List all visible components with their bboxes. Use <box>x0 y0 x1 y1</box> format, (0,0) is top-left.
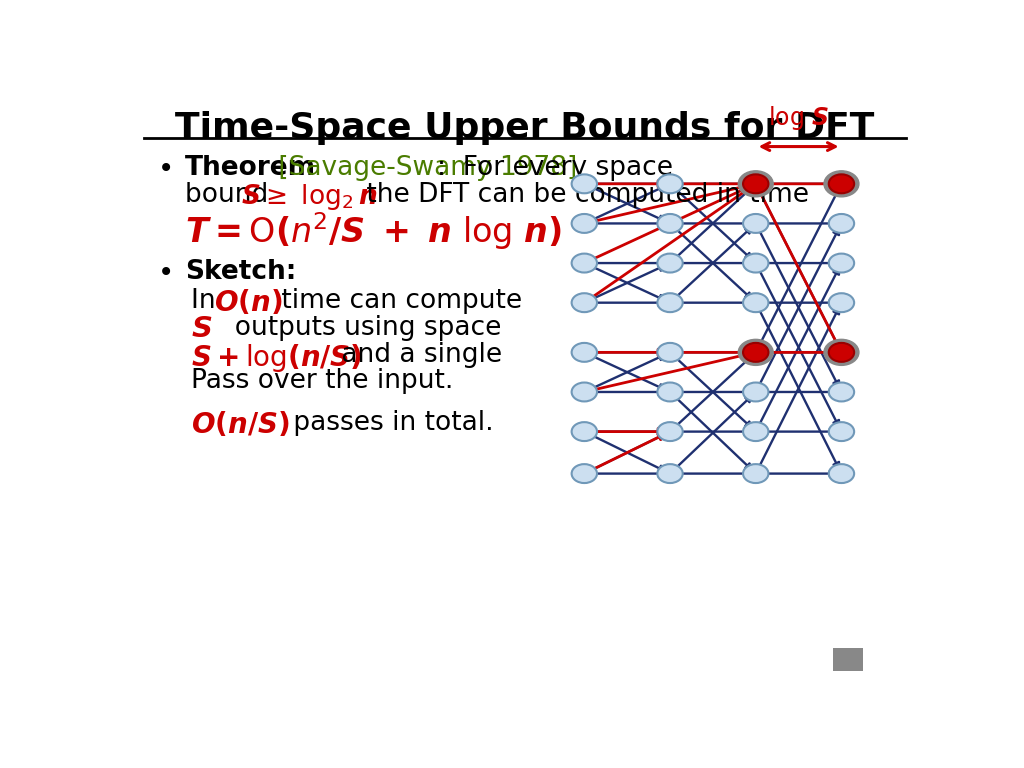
Circle shape <box>743 253 768 273</box>
Text: •: • <box>158 155 174 184</box>
Text: $\boldsymbol{S + \log(\boldsymbol{n}/\boldsymbol{S})}$: $\boldsymbol{S + \log(\boldsymbol{n}/\bo… <box>191 342 362 374</box>
Text: time can compute: time can compute <box>273 289 522 314</box>
Text: Time-Space Upper Bounds for DFT: Time-Space Upper Bounds for DFT <box>175 111 874 145</box>
Bar <box>833 648 863 670</box>
Circle shape <box>828 343 854 362</box>
Text: $\boldsymbol{S} \geq\ \log_2 \boldsymbol{n}$: $\boldsymbol{S} \geq\ \log_2 \boldsymbol… <box>241 182 377 212</box>
Circle shape <box>657 343 683 362</box>
Text: bound: bound <box>185 182 276 208</box>
Circle shape <box>657 293 683 312</box>
Circle shape <box>657 214 683 233</box>
Circle shape <box>657 174 683 194</box>
Circle shape <box>738 170 773 197</box>
Circle shape <box>571 382 597 402</box>
Circle shape <box>743 382 768 402</box>
Circle shape <box>828 214 854 233</box>
Circle shape <box>824 339 859 366</box>
Circle shape <box>571 422 597 441</box>
Circle shape <box>828 253 854 273</box>
Circle shape <box>828 464 854 483</box>
Circle shape <box>571 343 597 362</box>
Circle shape <box>571 253 597 273</box>
Circle shape <box>657 464 683 483</box>
Circle shape <box>828 382 854 402</box>
Circle shape <box>828 293 854 312</box>
Circle shape <box>738 339 773 366</box>
Text: Pass over the input.: Pass over the input. <box>191 368 454 394</box>
Circle shape <box>743 214 768 233</box>
Text: $\boldsymbol{O(n/S)}$: $\boldsymbol{O(n/S)}$ <box>191 410 290 439</box>
Circle shape <box>743 464 768 483</box>
Circle shape <box>828 422 854 441</box>
Circle shape <box>743 293 768 312</box>
Text: $\boldsymbol{S}$: $\boldsymbol{S}$ <box>191 315 213 343</box>
Text: passes in total.: passes in total. <box>285 410 494 436</box>
Circle shape <box>657 382 683 402</box>
Circle shape <box>571 464 597 483</box>
Circle shape <box>571 214 597 233</box>
Circle shape <box>743 343 768 362</box>
Circle shape <box>743 174 768 194</box>
Circle shape <box>657 422 683 441</box>
Text: In: In <box>191 289 224 314</box>
Text: and a single: and a single <box>333 342 502 368</box>
Circle shape <box>571 174 597 194</box>
Text: •: • <box>158 259 174 287</box>
Text: log $\boldsymbol{S}$: log $\boldsymbol{S}$ <box>768 104 829 132</box>
Text: $\boldsymbol{O(n)}$: $\boldsymbol{O(n)}$ <box>214 289 283 317</box>
Circle shape <box>828 174 854 194</box>
Text: the DFT can be computed in time: the DFT can be computed in time <box>358 182 809 208</box>
Circle shape <box>571 293 597 312</box>
Circle shape <box>824 170 859 197</box>
Text: outputs using space: outputs using space <box>218 315 502 340</box>
Text: Theorem: Theorem <box>185 155 316 181</box>
Circle shape <box>657 253 683 273</box>
Text: Sketch:: Sketch: <box>185 259 297 285</box>
Circle shape <box>743 422 768 441</box>
Text: [Savage-Swamy 1978]: [Savage-Swamy 1978] <box>270 155 578 181</box>
Text: :  For every space: : For every space <box>436 155 673 181</box>
Text: $\boldsymbol{T = \mathrm{O}(n^2/S\ +\ n}\ \mathrm{log}\ \boldsymbol{n)}$: $\boldsymbol{T = \mathrm{O}(n^2/S\ +\ n}… <box>185 210 562 252</box>
